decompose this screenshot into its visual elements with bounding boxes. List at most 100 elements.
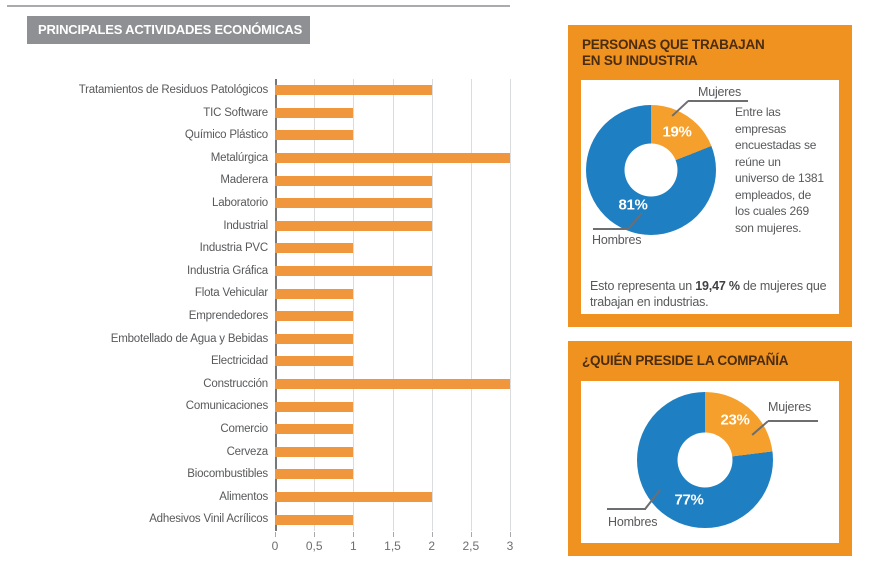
x-axis: 0 0,5 1 1,5 2 2,5 3 [271, 531, 513, 555]
bar-row [275, 463, 510, 486]
bar [275, 288, 354, 299]
panel-preside: ¿QUIÉN PRESIDE LA COMPAÑÍA 23% 77% Mujer… [568, 341, 852, 556]
gridline [392, 79, 394, 531]
bar-row [275, 192, 510, 215]
industria-hombres-label: Hombres [592, 233, 642, 247]
bar [275, 243, 354, 254]
axis-tick [431, 532, 433, 537]
bar-row [275, 260, 510, 283]
axis-tick-label: 2,5 [462, 539, 480, 553]
bar-category-label: Industria Gráfica [187, 264, 268, 277]
preside-hombres-percent: 77% [674, 491, 704, 509]
bar-category-label: Biocombustibles [187, 468, 268, 481]
gridline [470, 79, 472, 531]
axis-tick-label: 2 [428, 539, 435, 553]
axis-tick [275, 532, 276, 537]
bar-row [275, 282, 510, 305]
bar-category-label: Adhesivos Vinil Acrílicos [149, 513, 268, 526]
preside-mujeres-label: Mujeres [768, 400, 812, 414]
gridline [431, 79, 433, 531]
bar-chart: Tratamientos de Residuos Patológicos TIC … [15, 79, 513, 555]
bar-row [275, 373, 510, 396]
bar-row [275, 350, 510, 373]
bar-row [275, 508, 510, 531]
gridline [314, 79, 316, 531]
bar-category-label: Construcción [203, 377, 268, 390]
bar [275, 220, 432, 231]
preside-mujeres-percent: 23% [720, 411, 750, 429]
donut-hole [624, 143, 678, 197]
gridline [275, 79, 277, 531]
industria-mujeres-leader-line [688, 100, 748, 102]
preside-hombres-label: Hombres [608, 515, 658, 529]
axis-tick-label: 1 [349, 539, 357, 553]
panel-industria-title: PERSONAS QUE TRABAJAN EN SU INDUSTRIA [582, 37, 765, 68]
axis-tick [314, 532, 316, 537]
industria-footer: Esto representa un 19,47 % de mujeres qu… [590, 278, 835, 311]
bar-category-label: Embotellado de Agua y Bebidas [110, 332, 268, 345]
industria-mujeres-label: Mujeres [698, 85, 742, 99]
industria-mujeres-percent: 19% [662, 123, 692, 141]
bar-row [275, 305, 510, 328]
bar-row [275, 237, 510, 260]
bar [275, 333, 354, 344]
bar [275, 401, 354, 412]
panel-industria-box: 19% 81% Mujeres Hombres Entre las empres… [581, 80, 839, 314]
bar [275, 469, 354, 480]
bar-row [275, 169, 510, 192]
industria-hombres-leader-line [593, 228, 629, 230]
industria-footer-bold: 19,47 % [695, 279, 740, 293]
axis-tick [470, 532, 472, 537]
industria-hombres-percent: 81% [618, 196, 648, 214]
bar [275, 446, 354, 457]
preside-mujeres-leader-line [768, 420, 818, 422]
bar [275, 356, 354, 367]
bar [275, 266, 432, 277]
bar-grid [275, 79, 511, 531]
bar-row [275, 102, 510, 125]
axis-tick [392, 532, 394, 537]
panel-industria: PERSONAS QUE TRABAJAN EN SU INDUSTRIA 19… [568, 25, 852, 327]
bar [275, 379, 510, 390]
bar-category-label: Emprendedores [188, 309, 268, 322]
bar-plot [275, 79, 511, 531]
bar [275, 491, 432, 502]
bar-category-label: Electricidad [210, 355, 268, 368]
industria-description: Entre las empresas encuestadas se reúne … [735, 105, 824, 235]
bar-category-label: Metalúrgica [210, 151, 268, 164]
top-divider-line [7, 5, 510, 7]
bar [275, 311, 354, 322]
bar-row [275, 215, 510, 238]
axis-tick-label: 0,5 [305, 539, 323, 553]
bar-category-label: Químico Plástico [184, 129, 268, 142]
bar-row [275, 79, 510, 102]
bar-category-label: Flota Vehicular [194, 287, 268, 300]
bar [275, 175, 432, 186]
bar-plot-wrap: 0 0,5 1 1,5 2 2,5 3 [271, 79, 513, 555]
bar-category-label: TIC Software [203, 106, 268, 119]
bar-chart-title-bar: PRINCIPALES ACTIVIDADES ECONÓMICAS [27, 16, 310, 44]
bar-category-label: Maderera [220, 174, 268, 187]
bar [275, 514, 354, 525]
bar [275, 130, 354, 141]
bar-row [275, 147, 510, 170]
bar-category-label: Laboratorio [212, 196, 268, 209]
axis-tick-label: 1,5 [384, 539, 401, 553]
bar-category-label: Industrial [223, 219, 268, 232]
bar-category-label: Industria PVC [199, 242, 269, 255]
bar-category-label: Comunicaciones [185, 400, 268, 413]
bar-row [275, 124, 510, 147]
gridline [510, 79, 511, 531]
bar-category-label: Tratamientos de Residuos Patológicos [78, 84, 268, 96]
axis-tick-label: 3 [506, 539, 514, 553]
bar-category-label: Cerveza [226, 445, 269, 458]
axis-tick [510, 532, 511, 537]
panel-preside-title: ¿QUIÉN PRESIDE LA COMPAÑÍA [582, 353, 789, 368]
industria-footer-suffix: de mujeres que trabajan en industrias. [590, 279, 827, 310]
bar-row [275, 418, 510, 441]
bar [275, 153, 510, 164]
gridline [353, 79, 355, 531]
axis-tick-label: 0 [271, 539, 279, 553]
industria-donut-chart: 19% 81% [586, 105, 716, 235]
